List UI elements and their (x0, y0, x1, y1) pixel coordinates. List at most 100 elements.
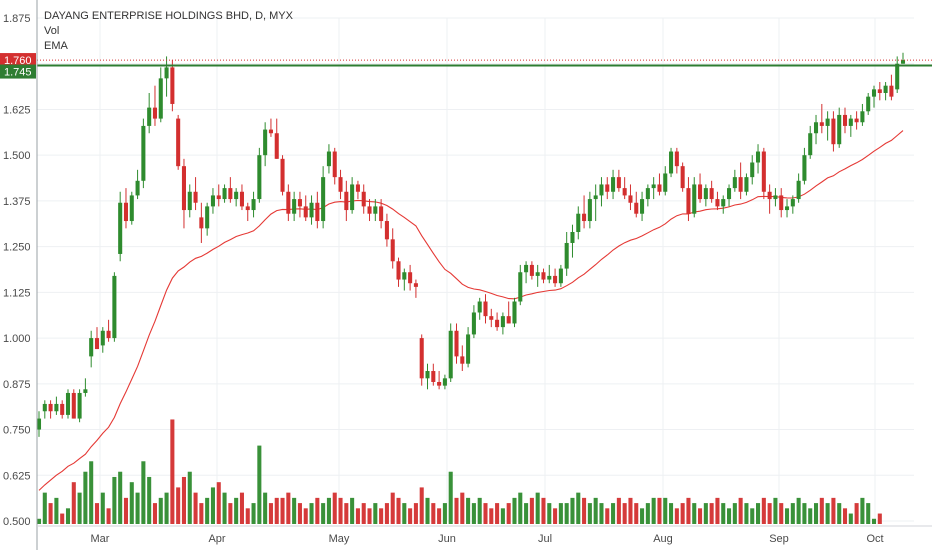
candle (558, 264, 563, 287)
volume-bar (54, 497, 59, 524)
volume-bar (842, 508, 848, 524)
last-price-tag: 1.760 (0, 53, 36, 68)
volume-bar (698, 508, 703, 524)
candle (350, 177, 355, 214)
candle (187, 184, 192, 218)
candle (344, 180, 349, 222)
candle (460, 345, 465, 372)
candle-body (669, 151, 674, 174)
volume-bar (657, 497, 662, 524)
volume-bar (100, 492, 105, 524)
volume-bar (535, 492, 540, 524)
volume-bar (36, 518, 42, 524)
candle-body (524, 264, 529, 273)
candle-body (582, 213, 587, 222)
volume-bar (686, 497, 691, 524)
candle (686, 177, 691, 222)
candle-body (535, 272, 540, 276)
candle (199, 202, 204, 243)
candle-body (228, 188, 233, 200)
volume-indicator-label[interactable]: Vol (44, 25, 60, 37)
candle-body (309, 202, 314, 218)
volume-bar (442, 503, 447, 524)
candle-body (663, 173, 668, 192)
candle (727, 184, 732, 207)
candle (790, 195, 795, 214)
volume-bar (466, 497, 471, 524)
y-tick-label: 1.125 (3, 287, 31, 299)
volume-bar (622, 503, 627, 524)
candle (303, 195, 308, 222)
candle-body (384, 221, 389, 240)
candle (263, 122, 268, 167)
volume-bar (860, 497, 865, 524)
candle-body (367, 206, 372, 214)
volume-bar (71, 482, 76, 524)
volume-bar (384, 503, 389, 524)
candle-body (326, 151, 331, 167)
volume-bar (216, 482, 221, 524)
candle-body (402, 272, 407, 280)
candle-body (199, 217, 204, 229)
candle-body (408, 272, 413, 284)
candle (860, 103, 865, 126)
candle-body (71, 392, 76, 419)
candle-body (216, 195, 221, 200)
ema-indicator-label[interactable]: EMA (44, 40, 68, 52)
candle-body (245, 206, 250, 211)
volume-bar (355, 508, 360, 524)
candle (251, 191, 256, 218)
volume-bar (669, 503, 674, 524)
candle-body (802, 155, 807, 181)
volume-bar (570, 497, 575, 524)
level-price-tag-bg (0, 64, 36, 79)
candle-body (529, 264, 534, 276)
volume-bar (866, 503, 871, 524)
candle (379, 199, 384, 229)
volume-bar (239, 492, 244, 524)
time-axis[interactable]: Mar Apr May Jun Jul Aug Sep Oct (36, 0, 932, 550)
candle-body (779, 195, 784, 211)
candle (94, 327, 100, 350)
candle (483, 294, 488, 324)
candle-body (152, 107, 158, 119)
volume-bar (367, 508, 372, 524)
price-axis[interactable]: 1.8751.7501.6251.5001.3751.2501.1251.000… (3, 13, 31, 528)
candle (321, 166, 326, 229)
candle (500, 312, 505, 335)
symbol-title: DAYANG ENTERPRISE HOLDINGS BHD, D, MYX (44, 10, 293, 22)
candle (425, 363, 430, 390)
volume-bar (448, 471, 453, 524)
candle (738, 162, 743, 200)
volume-bar (877, 513, 882, 524)
volume-bar (634, 503, 639, 524)
candle (332, 147, 337, 185)
candle (651, 177, 656, 200)
candle (402, 268, 407, 291)
candle-body (756, 151, 761, 163)
volume-bar (582, 497, 587, 524)
x-tick-label: May (329, 533, 350, 545)
candle (599, 177, 604, 207)
volume-bar (123, 497, 129, 524)
candle-body (379, 206, 384, 222)
candle (854, 111, 859, 130)
volume-bar (181, 476, 186, 524)
volume-bar (129, 482, 134, 524)
volume-bar (234, 497, 239, 524)
x-tick-label: Sep (769, 533, 789, 545)
candle (744, 173, 749, 196)
candle (883, 82, 888, 101)
volume-bar (454, 497, 459, 524)
candle-body (286, 191, 291, 214)
candle (796, 173, 801, 203)
candle-body (141, 125, 146, 181)
volume-bar (808, 508, 813, 524)
candle-body (895, 63, 900, 90)
candle (529, 261, 534, 280)
volume-bar (796, 497, 801, 524)
horizontal-level-line[interactable] (37, 59, 932, 67)
candle-body (674, 151, 679, 167)
volume-bar (135, 492, 140, 524)
